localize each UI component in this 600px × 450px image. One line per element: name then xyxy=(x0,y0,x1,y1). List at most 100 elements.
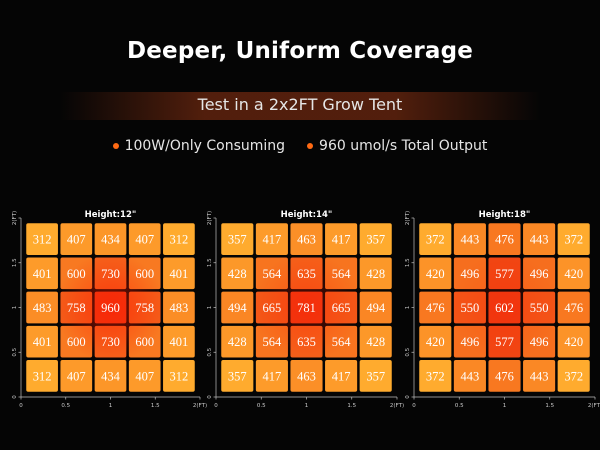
x-tick-label: 1 xyxy=(305,403,309,409)
x-tick-label: 0.5 xyxy=(455,403,464,409)
y-tick-label: 0 xyxy=(405,395,411,399)
heatmap-value: 434 xyxy=(101,369,121,383)
y-tick-label: 0 xyxy=(12,395,18,399)
heatmap-value: 496 xyxy=(530,335,549,349)
heatmap-value: 960 xyxy=(101,301,120,315)
heatmap-value: 407 xyxy=(135,369,154,383)
heatmap-value: 476 xyxy=(495,369,514,383)
y-tick-label: 1 xyxy=(12,306,18,310)
heatmap-title: Height:18" xyxy=(479,210,531,220)
heatmap-value: 494 xyxy=(228,301,248,315)
heatmap-cell xyxy=(128,223,161,255)
heatmap-cell xyxy=(419,223,452,255)
heatmap-cell xyxy=(94,223,127,255)
heatmap-value: 550 xyxy=(530,301,549,315)
heatmap-cell xyxy=(290,360,323,392)
bullet-dot-icon xyxy=(112,143,119,149)
x-tick-label: 1.5 xyxy=(151,403,160,409)
feature-bullet-power-text: 100W/Only Consuming xyxy=(124,138,286,154)
heatmap-value: 420 xyxy=(426,335,445,349)
heatmap-cell xyxy=(359,257,392,290)
heatmap-value: 372 xyxy=(564,369,583,383)
y-tick-label: 1.5 xyxy=(207,258,213,267)
page-subtitle: Test in a 2x2FT Grow Tent xyxy=(197,95,403,114)
x-tick-label: 1.5 xyxy=(545,403,554,409)
heatmap-value: 357 xyxy=(228,369,247,383)
heatmap-value: 476 xyxy=(564,301,583,315)
heatmap-cell xyxy=(26,223,58,255)
heatmap-cell xyxy=(523,360,556,392)
heatmap-cell xyxy=(163,291,195,324)
heatmap-value: 577 xyxy=(495,267,514,281)
heatmap-title: Height:12" xyxy=(85,210,137,220)
heatmap-value: 312 xyxy=(170,233,189,247)
heatmap-cell xyxy=(419,325,452,358)
heatmap-value: 443 xyxy=(461,233,480,247)
heatmap-cell xyxy=(557,223,590,255)
heatmap-value: 602 xyxy=(495,301,514,315)
heatmap-cell xyxy=(26,325,58,358)
heatmap-value: 730 xyxy=(101,267,120,281)
heatmap-value: 417 xyxy=(263,369,282,383)
heatmap-value: 372 xyxy=(426,369,445,383)
x-tick-label: 0 xyxy=(412,403,416,409)
heatmap-value: 758 xyxy=(67,301,86,315)
heatmap-value: 417 xyxy=(332,233,351,247)
heatmap-value: 564 xyxy=(263,335,283,349)
heatmap-cell xyxy=(359,360,392,392)
x-tick-label: 1 xyxy=(109,403,113,409)
heatmap-value: 357 xyxy=(228,233,247,247)
heatmap-value: 758 xyxy=(135,301,154,315)
y-tick-label: 0.5 xyxy=(405,347,411,356)
heatmap-cell xyxy=(128,360,161,392)
y-tick-label: 2(FT) xyxy=(207,211,213,225)
x-tick-label: 0.5 xyxy=(257,403,266,409)
y-tick-label: 0 xyxy=(207,395,213,399)
heatmap-value: 564 xyxy=(332,267,352,281)
heatmap-cell xyxy=(359,291,392,324)
feature-bullet-output: 960 umol/s Total Output xyxy=(307,138,487,154)
heatmap-value: 600 xyxy=(67,335,86,349)
heatmap-cell xyxy=(325,223,358,255)
heatmap-cell xyxy=(26,360,58,392)
heatmap-cell xyxy=(453,360,486,392)
heatmap-cell xyxy=(419,257,452,290)
heatmap-value: 372 xyxy=(564,233,583,247)
heatmap-cell xyxy=(163,360,195,392)
y-tick-label: 0.5 xyxy=(207,347,213,356)
y-tick-label: 2(FT) xyxy=(405,211,411,225)
x-tick-label: 2(FT) xyxy=(588,403,600,409)
heatmap-cell xyxy=(557,360,590,392)
heatmap-value: 372 xyxy=(426,233,445,247)
heatmap-cell xyxy=(359,325,392,358)
heatmap-cell xyxy=(453,223,486,255)
heatmap-cell xyxy=(163,223,195,255)
heatmap-value: 357 xyxy=(366,369,385,383)
heatmap-value: 401 xyxy=(170,267,189,281)
heatmap-value: 463 xyxy=(297,369,316,383)
heatmap-value: 312 xyxy=(33,233,52,247)
heatmap-value: 476 xyxy=(495,233,514,247)
heatmap-value: 730 xyxy=(101,335,120,349)
heatmap-value: 420 xyxy=(564,267,583,281)
feature-bullets: 100W/Only Consuming 960 umol/s Total Out… xyxy=(0,138,600,154)
y-tick-label: 1 xyxy=(405,306,411,310)
feature-bullet-power: 100W/Only Consuming xyxy=(112,138,286,154)
heatmap-panel-3: Height:18" 372 443 476 443 372 420 496 577 496 420… xyxy=(405,210,600,409)
heatmap-glow xyxy=(251,252,362,363)
heatmap-value: 312 xyxy=(33,369,52,383)
heatmap-value: 483 xyxy=(33,301,52,315)
heatmap-cell xyxy=(488,223,521,255)
heatmap-value: 420 xyxy=(564,335,583,349)
heatmap-value: 496 xyxy=(461,335,480,349)
heatmap-value: 407 xyxy=(67,369,86,383)
heatmap-cell xyxy=(163,257,195,290)
heatmap-value: 420 xyxy=(426,267,445,281)
heatmap-value: 600 xyxy=(67,267,86,281)
heatmap-value: 428 xyxy=(366,335,385,349)
heatmap-cell xyxy=(419,360,452,392)
heatmap-value: 600 xyxy=(135,335,154,349)
feature-bullet-output-text: 960 umol/s Total Output xyxy=(319,138,488,154)
heatmap-value: 577 xyxy=(495,335,514,349)
heatmap-value: 407 xyxy=(135,233,154,247)
